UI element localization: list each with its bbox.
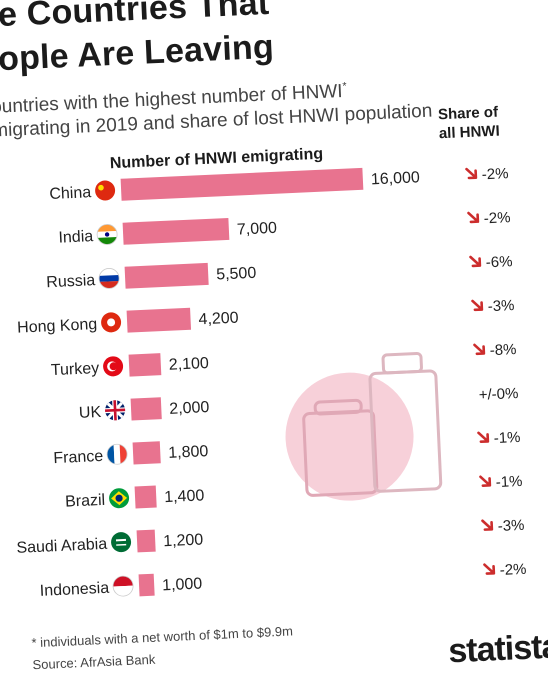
value-label: 5,500 xyxy=(216,265,257,284)
flag-outline xyxy=(106,443,128,465)
flag-bauhinia xyxy=(107,318,116,327)
large-suitcase-handle xyxy=(381,352,423,375)
bar xyxy=(120,167,364,201)
illustration-circle xyxy=(285,372,414,501)
category-label: India xyxy=(58,228,94,247)
down-arrow-icon xyxy=(481,519,494,531)
share-label: -3% xyxy=(487,297,514,315)
value-label: 1,800 xyxy=(168,443,209,462)
share-label: -1% xyxy=(495,473,522,491)
chart-row: France 1,800 -1% xyxy=(53,429,521,467)
china-flag-icon xyxy=(95,180,116,201)
flag-globe xyxy=(115,494,123,502)
brazil-flag-icon xyxy=(109,488,130,509)
category-label: Russia xyxy=(46,272,96,291)
chart-row: Russia 5,500 -6% xyxy=(46,253,513,291)
share-label: -6% xyxy=(485,253,512,271)
value-label: 2,100 xyxy=(168,355,209,374)
share-label: -1% xyxy=(493,429,520,447)
down-arrow-icon xyxy=(477,431,490,444)
chart-row: Brazil 1,400 -1% xyxy=(65,473,523,511)
flag-stripe xyxy=(113,444,121,465)
value-label: 7,000 xyxy=(237,220,278,239)
indonesia-flag-icon xyxy=(112,575,134,597)
flag-disc xyxy=(111,532,132,553)
share-label: -8% xyxy=(489,341,516,359)
chart-row: China 16,000 -2% xyxy=(49,165,509,203)
small-suitcase-handle xyxy=(313,398,363,416)
chart-row: Hong Kong 4,200 -3% xyxy=(17,297,515,337)
down-arrow-icon xyxy=(469,255,482,268)
down-arrow-icon xyxy=(483,563,496,575)
india-flag-icon xyxy=(96,224,118,245)
category-label: Hong Kong xyxy=(17,316,98,337)
flag-disc xyxy=(95,180,116,201)
flag-stripe xyxy=(112,575,134,587)
bar xyxy=(130,397,162,421)
share-label: -2% xyxy=(483,209,510,227)
chart-rows: China 16,000 -2% India 7,000 -2% Russia 5,500 -6… xyxy=(16,165,527,600)
brand-logo: statista xyxy=(447,627,548,671)
bar xyxy=(138,573,155,597)
flag-stripe xyxy=(113,585,134,597)
category-label: China xyxy=(49,184,92,203)
category-label: Saudi Arabia xyxy=(16,536,108,557)
flag-sword xyxy=(116,543,127,546)
value-label: 2,000 xyxy=(169,399,210,418)
chart-row: Saudi Arabia 1,200 -3% xyxy=(16,517,525,557)
bar xyxy=(126,307,192,333)
flag-wheel xyxy=(104,232,110,237)
category-label: Brazil xyxy=(65,492,106,511)
bar xyxy=(132,441,161,465)
turkey-flag-icon xyxy=(103,356,124,377)
france-flag-icon xyxy=(106,443,128,465)
uk-flag-icon xyxy=(104,400,126,421)
flag-script xyxy=(115,538,127,542)
bar xyxy=(128,353,162,377)
share-label: -3% xyxy=(497,517,524,535)
flag-outline xyxy=(98,268,120,289)
down-arrow-icon xyxy=(471,299,484,312)
share-label: -2% xyxy=(499,561,526,579)
share-label: -2% xyxy=(481,165,508,183)
chart-row: UK 2,000 +/-0% xyxy=(79,385,519,422)
russia-flag-icon xyxy=(98,267,120,289)
category-label: UK xyxy=(79,404,102,422)
chart-row: Turkey 2,100 -8% xyxy=(51,341,517,379)
down-arrow-icon xyxy=(473,343,486,356)
value-label: 1,400 xyxy=(164,487,205,506)
suitcase-illustration xyxy=(285,352,443,501)
flag-star xyxy=(98,184,104,191)
category-label: Indonesia xyxy=(39,580,109,600)
chart-row: India 7,000 -2% xyxy=(58,209,511,247)
share-label: +/-0% xyxy=(478,385,518,404)
flag-stripe xyxy=(98,274,120,282)
down-arrow-icon xyxy=(479,475,492,487)
down-arrow-icon xyxy=(467,211,480,224)
hong-kong-flag-icon xyxy=(101,312,122,333)
bar xyxy=(134,485,157,509)
flag-cross-red xyxy=(105,400,126,421)
down-arrow-icon xyxy=(465,167,478,180)
value-label: 16,000 xyxy=(371,169,421,188)
bar xyxy=(136,529,156,553)
value-label: 4,200 xyxy=(198,310,239,329)
category-label: France xyxy=(53,448,104,467)
flag-outline xyxy=(112,575,134,597)
saudi-arabia-flag-icon xyxy=(111,532,132,553)
chart-row: Indonesia 1,000 -2% xyxy=(39,561,526,600)
bar xyxy=(124,262,209,289)
bar xyxy=(122,217,230,245)
flag-crescent-cut xyxy=(109,362,118,371)
value-label: 1,000 xyxy=(162,576,203,595)
value-label: 1,200 xyxy=(163,531,204,550)
flag-outline xyxy=(96,224,118,245)
category-label: Turkey xyxy=(51,360,100,379)
